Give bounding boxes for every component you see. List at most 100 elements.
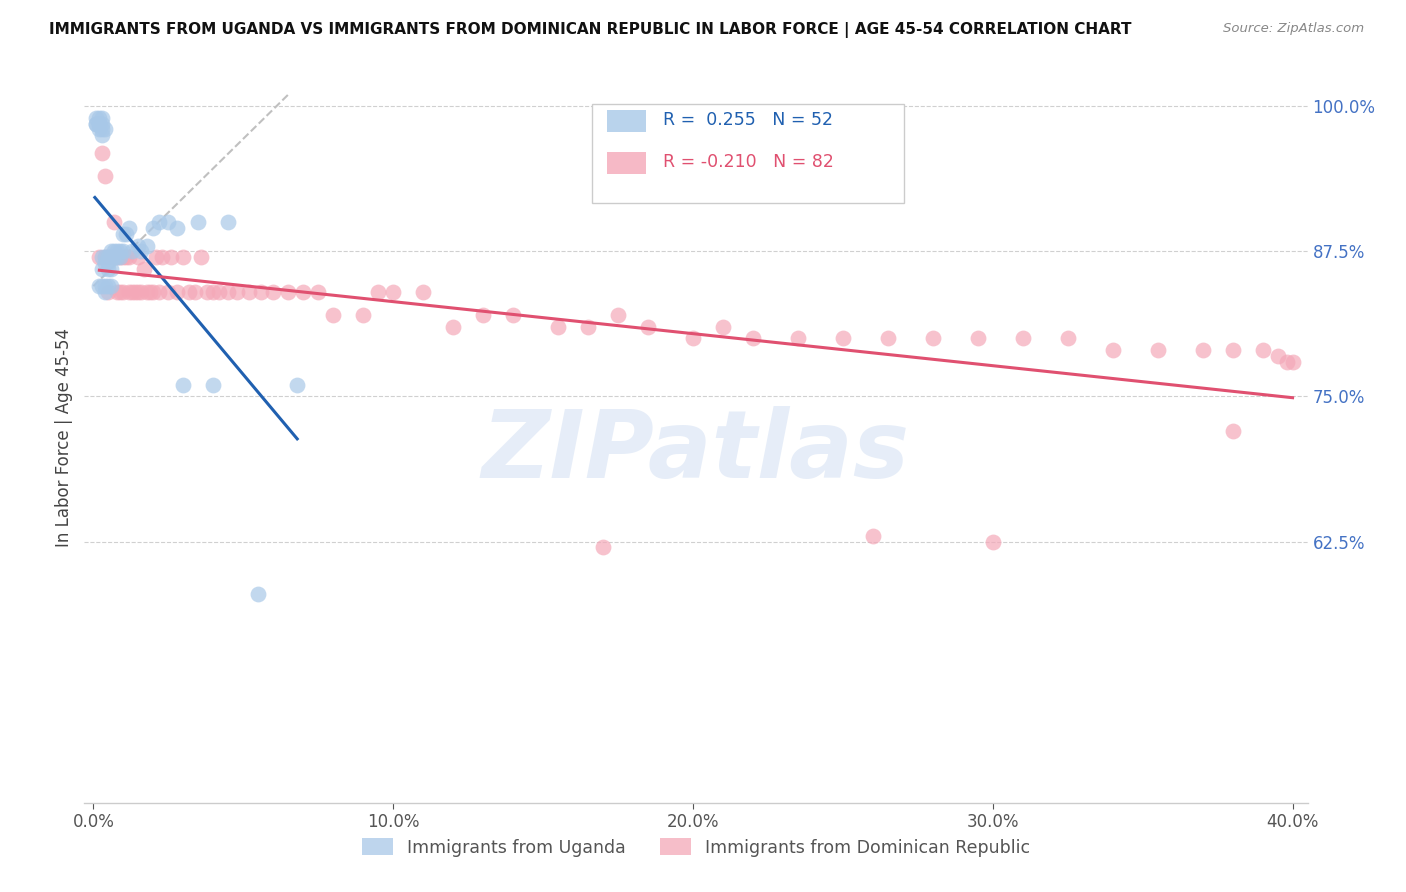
Point xyxy=(150,250,173,264)
FancyBboxPatch shape xyxy=(606,110,645,132)
Point xyxy=(127,250,149,264)
Point xyxy=(86,117,108,131)
Point xyxy=(94,279,117,293)
Point xyxy=(217,215,239,229)
Point xyxy=(89,122,111,136)
Point xyxy=(166,285,188,299)
Point xyxy=(412,285,434,299)
Point xyxy=(208,285,231,299)
Point xyxy=(1275,354,1298,368)
Point xyxy=(105,285,128,299)
Point xyxy=(103,215,125,229)
Point xyxy=(1191,343,1213,357)
Point xyxy=(179,285,201,299)
Point xyxy=(91,250,114,264)
Point xyxy=(142,221,165,235)
Point xyxy=(441,319,464,334)
Point xyxy=(94,250,117,264)
Point xyxy=(277,285,299,299)
Point xyxy=(89,117,111,131)
Point xyxy=(172,377,194,392)
Point xyxy=(97,261,120,276)
Point xyxy=(97,279,120,293)
Point xyxy=(576,319,599,334)
Point xyxy=(97,250,120,264)
Point xyxy=(118,250,141,264)
Point xyxy=(1281,354,1303,368)
Point xyxy=(876,331,898,345)
Point xyxy=(682,331,704,345)
Point xyxy=(547,319,569,334)
Point xyxy=(966,331,988,345)
Point xyxy=(89,250,111,264)
Point xyxy=(148,285,170,299)
Point xyxy=(921,331,943,345)
Point xyxy=(1056,331,1078,345)
Point xyxy=(592,541,614,555)
Point xyxy=(190,250,212,264)
Point xyxy=(103,244,125,259)
Point xyxy=(472,308,495,322)
Text: IMMIGRANTS FROM UGANDA VS IMMIGRANTS FROM DOMINICAN REPUBLIC IN LABOR FORCE | AG: IMMIGRANTS FROM UGANDA VS IMMIGRANTS FRO… xyxy=(49,22,1132,38)
Point xyxy=(382,285,405,299)
Point xyxy=(247,587,270,601)
Point xyxy=(1146,343,1168,357)
Point xyxy=(202,285,225,299)
Point xyxy=(607,308,630,322)
Point xyxy=(787,331,810,345)
Point xyxy=(86,111,108,125)
Point xyxy=(157,215,180,229)
Point xyxy=(981,534,1004,549)
Point xyxy=(91,128,114,143)
Point xyxy=(184,285,207,299)
Point xyxy=(110,244,132,259)
Point xyxy=(1222,343,1244,357)
Point xyxy=(91,122,114,136)
Point xyxy=(91,111,114,125)
Point xyxy=(172,250,194,264)
Point xyxy=(115,227,138,241)
Point xyxy=(105,250,128,264)
Point xyxy=(742,331,765,345)
Point xyxy=(166,221,188,235)
Point xyxy=(124,285,146,299)
Point xyxy=(148,215,170,229)
Point xyxy=(100,244,122,259)
Point xyxy=(89,279,111,293)
Text: Source: ZipAtlas.com: Source: ZipAtlas.com xyxy=(1223,22,1364,36)
Point xyxy=(94,256,117,270)
Point xyxy=(367,285,389,299)
Point xyxy=(89,111,111,125)
Point xyxy=(110,250,132,264)
Point xyxy=(502,308,524,322)
Point xyxy=(285,377,308,392)
Point xyxy=(1222,424,1244,438)
Point xyxy=(637,319,659,334)
FancyBboxPatch shape xyxy=(606,152,645,174)
Text: R = -0.210   N = 82: R = -0.210 N = 82 xyxy=(664,153,834,171)
Point xyxy=(262,285,284,299)
Point xyxy=(352,308,374,322)
Point xyxy=(307,285,329,299)
Point xyxy=(134,261,156,276)
Point xyxy=(100,250,122,264)
Point xyxy=(103,250,125,264)
Point xyxy=(94,122,117,136)
Point xyxy=(160,250,183,264)
Point xyxy=(322,308,344,322)
Point xyxy=(136,285,159,299)
Y-axis label: In Labor Force | Age 45-54: In Labor Force | Age 45-54 xyxy=(55,327,73,547)
Point xyxy=(100,261,122,276)
Point xyxy=(94,285,117,299)
Point xyxy=(112,285,135,299)
Point xyxy=(711,319,734,334)
Point xyxy=(105,244,128,259)
Point xyxy=(121,285,143,299)
Point xyxy=(121,244,143,259)
Point xyxy=(94,250,117,264)
Point xyxy=(136,238,159,252)
Point xyxy=(127,285,149,299)
Point xyxy=(91,279,114,293)
Point xyxy=(1267,349,1289,363)
Point xyxy=(115,250,138,264)
